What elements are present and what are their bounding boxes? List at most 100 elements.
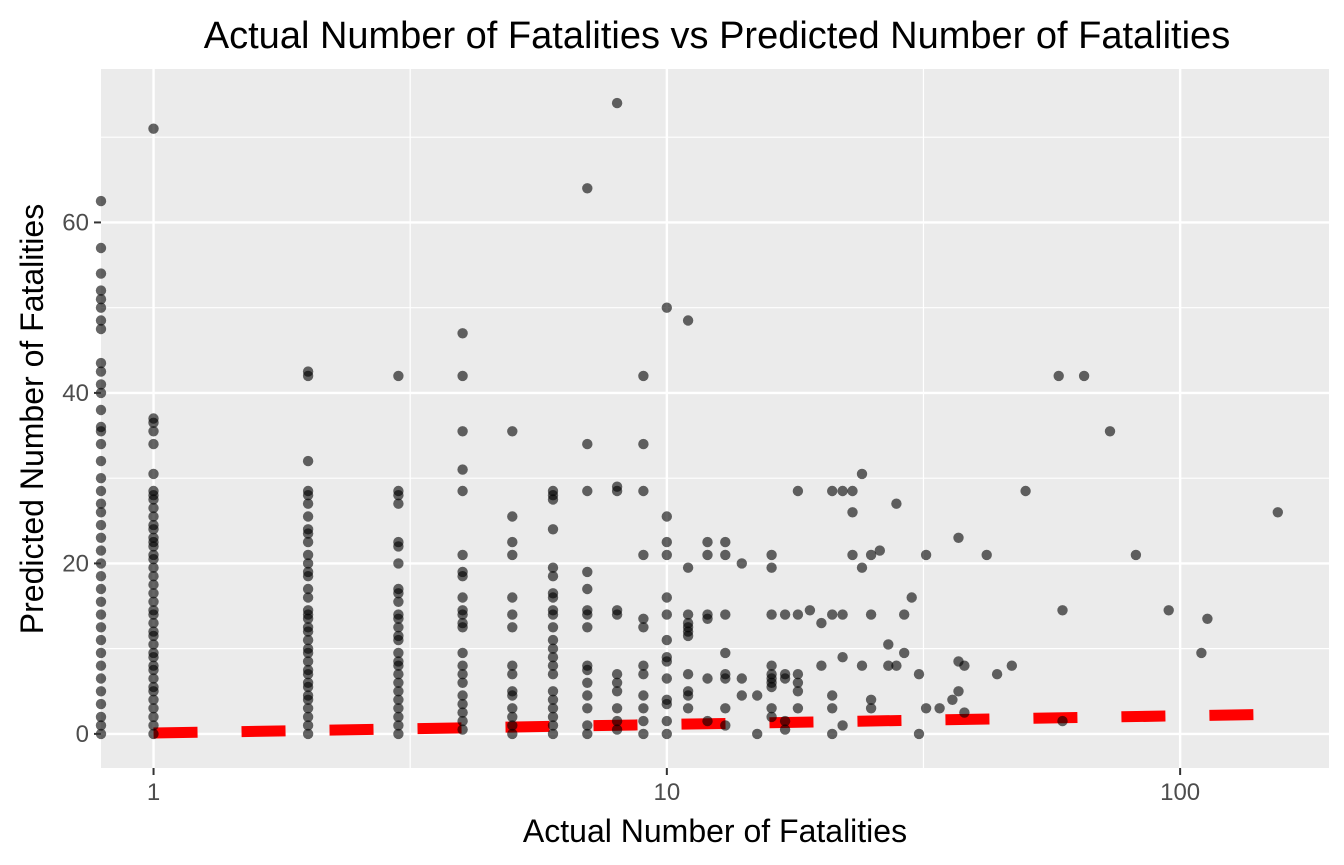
- data-point: [720, 720, 731, 731]
- data-point: [302, 694, 314, 705]
- data-point: [302, 669, 314, 680]
- data-point: [638, 660, 649, 671]
- data-point: [547, 524, 559, 535]
- data-point: [779, 673, 791, 684]
- data-point: [457, 647, 468, 659]
- y-tick-label: 0: [76, 721, 89, 748]
- data-point: [547, 634, 559, 646]
- data-point: [148, 562, 159, 573]
- data-point: [611, 703, 623, 714]
- data-point: [393, 694, 404, 705]
- data-point: [547, 494, 559, 505]
- data-point: [899, 647, 910, 659]
- data-point: [779, 715, 791, 727]
- data-point: [148, 511, 159, 522]
- data-point: [95, 647, 107, 659]
- data-point: [148, 524, 159, 535]
- x-axis-ticks: 1 10 100: [147, 768, 1200, 806]
- data-point: [947, 694, 958, 705]
- data-point: [991, 669, 1003, 680]
- data-point: [457, 592, 468, 603]
- data-point: [302, 592, 314, 603]
- data-point: [393, 558, 404, 569]
- data-point: [302, 455, 314, 467]
- data-point: [792, 677, 804, 688]
- y-axis-ticks: 0 20 40 60: [62, 209, 101, 748]
- data-point: [148, 438, 159, 450]
- data-point: [302, 490, 314, 501]
- data-point: [95, 438, 107, 450]
- data-point: [95, 698, 107, 710]
- data-point: [702, 549, 713, 561]
- data-point: [920, 549, 932, 561]
- data-point: [766, 681, 777, 693]
- data-point: [148, 609, 159, 620]
- data-point: [393, 669, 404, 680]
- data-point: [457, 707, 468, 718]
- x-tick-label: 100: [1160, 779, 1200, 806]
- data-point: [682, 669, 694, 680]
- y-tick-label: 20: [62, 550, 89, 577]
- data-point: [507, 728, 518, 740]
- data-point: [148, 588, 159, 599]
- data-point: [847, 485, 858, 497]
- data-point: [148, 617, 159, 629]
- data-point: [661, 634, 672, 646]
- data-point: [148, 417, 159, 428]
- data-point: [766, 703, 777, 714]
- trend-line-path: [153, 708, 1271, 739]
- data-point: [752, 690, 763, 701]
- data-point: [661, 656, 672, 667]
- data-point: [148, 652, 159, 663]
- data-point: [457, 464, 468, 475]
- data-point: [661, 728, 672, 740]
- data-point: [792, 669, 804, 680]
- data-point: [582, 664, 593, 676]
- data-point: [95, 268, 107, 279]
- data-point: [638, 728, 649, 740]
- data-point: [148, 494, 159, 505]
- data-point: [547, 562, 559, 573]
- data-point: [661, 673, 672, 684]
- data-point: [766, 711, 777, 723]
- data-point: [837, 652, 848, 663]
- data-point: [148, 711, 159, 723]
- data-point: [148, 571, 159, 582]
- data-point: [457, 571, 468, 582]
- data-point: [302, 498, 314, 509]
- data-point: [457, 426, 468, 437]
- data-point: [302, 656, 314, 667]
- data-point: [661, 536, 672, 548]
- data-point: [95, 673, 107, 684]
- data-point: [661, 549, 672, 561]
- data-point: [148, 686, 159, 697]
- data-point: [720, 536, 731, 548]
- data-point: [611, 715, 623, 727]
- data-point: [547, 652, 559, 663]
- data-point: [827, 690, 838, 701]
- data-point: [393, 728, 404, 740]
- data-point: [95, 294, 107, 305]
- data-point: [682, 315, 694, 326]
- data-point: [720, 703, 731, 714]
- data-point: [582, 622, 593, 633]
- data-point: [792, 609, 804, 620]
- data-point: [816, 660, 827, 671]
- data-point: [638, 613, 649, 624]
- data-point: [302, 528, 314, 539]
- data-point: [827, 485, 838, 497]
- data-point: [702, 613, 713, 624]
- data-point: [953, 686, 964, 697]
- plot-panel: [101, 69, 1329, 768]
- data-point: [457, 485, 468, 497]
- data-point: [611, 686, 623, 697]
- data-point: [865, 549, 877, 561]
- data-point: [981, 549, 992, 561]
- data-point: [883, 639, 894, 650]
- y-tick-label: 60: [62, 209, 89, 236]
- data-point: [95, 285, 107, 296]
- data-point: [148, 630, 159, 642]
- data-point: [547, 571, 559, 582]
- data-point: [95, 323, 107, 335]
- data-point: [547, 728, 559, 740]
